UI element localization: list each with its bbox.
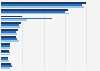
Bar — [1, 2, 86, 4]
Bar — [1, 24, 19, 26]
Bar — [1, 18, 52, 19]
Bar — [1, 60, 9, 62]
Bar — [1, 16, 22, 17]
Bar — [1, 13, 69, 14]
Bar — [1, 6, 84, 8]
Bar — [1, 19, 27, 21]
Bar — [1, 59, 8, 60]
Bar — [1, 65, 12, 67]
Bar — [1, 33, 17, 35]
Bar — [1, 11, 65, 12]
Bar — [1, 45, 10, 47]
Bar — [1, 43, 10, 45]
Bar — [1, 38, 17, 40]
Bar — [1, 52, 10, 53]
Bar — [1, 4, 82, 6]
Bar — [1, 63, 11, 65]
Bar — [1, 29, 18, 31]
Bar — [1, 57, 8, 58]
Bar — [1, 23, 21, 24]
Bar — [1, 36, 16, 38]
Bar — [1, 26, 20, 28]
Bar — [1, 9, 68, 11]
Bar — [1, 54, 10, 55]
Bar — [1, 47, 10, 48]
Bar — [1, 31, 16, 33]
Bar — [1, 50, 9, 52]
Bar — [1, 67, 10, 69]
Bar — [1, 40, 19, 42]
